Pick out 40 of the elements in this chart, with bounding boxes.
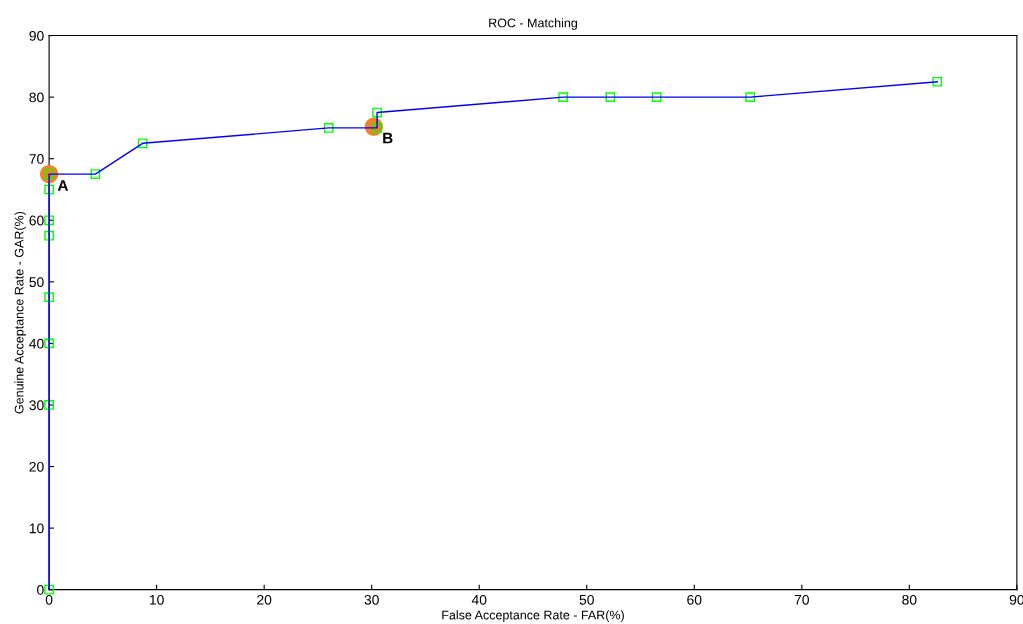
x-tick-label: 20: [257, 594, 272, 605]
y-tick-label: 40: [29, 338, 44, 349]
point: [90, 169, 101, 179]
y-tick-label: 10: [29, 523, 44, 534]
point: [44, 292, 54, 303]
x-tick-label: 30: [364, 594, 379, 605]
chart-title: ROC - Matching: [489, 18, 577, 30]
x-tick-label: 50: [579, 594, 594, 605]
y-tick-label: 70: [29, 154, 44, 164]
y-tick-label: 30: [29, 400, 44, 411]
y-tick-label: 60: [29, 215, 44, 226]
x-tick-label: 70: [794, 594, 809, 605]
x-tick-label: 0: [45, 594, 53, 605]
y-tick-label: 90: [29, 30, 44, 41]
point: [558, 92, 568, 102]
y-axis-title: Genuine Acceptance Rate - GAR(%): [14, 211, 27, 414]
y-tick-label: 50: [29, 277, 44, 288]
y-tick-label: 20: [29, 461, 44, 472]
y-tick-label: 0: [37, 585, 44, 595]
x-axis-title: False Acceptance Rate - FAR(%): [442, 610, 624, 622]
point: [44, 230, 54, 241]
point: [605, 92, 616, 102]
annotation: B: [383, 132, 393, 144]
x-tick-label: 10: [149, 594, 164, 605]
point: [323, 123, 334, 133]
point: [372, 107, 382, 118]
x-tick-label: 80: [902, 594, 917, 605]
point: [44, 215, 54, 226]
point: [44, 584, 54, 595]
point: [44, 338, 54, 349]
point: [44, 400, 54, 410]
point: [44, 184, 54, 195]
x-tick-label: 40: [471, 594, 487, 605]
point: [651, 92, 662, 102]
point: [932, 76, 943, 87]
x-tick-label: 60: [687, 594, 702, 605]
y-tick-label: 80: [29, 92, 44, 103]
annotation: A: [57, 180, 69, 191]
point: [745, 92, 756, 102]
point: [137, 138, 148, 149]
